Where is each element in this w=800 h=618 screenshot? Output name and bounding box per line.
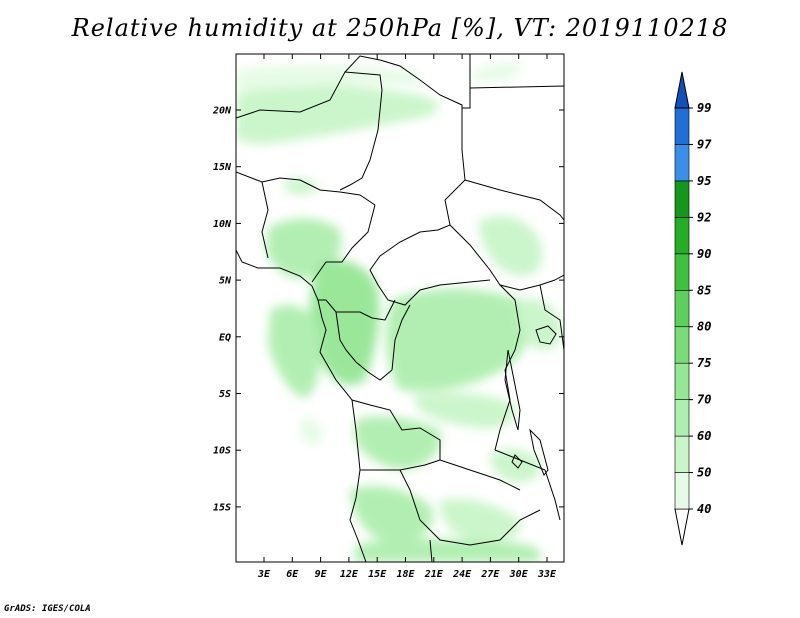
humidity-patch xyxy=(236,84,439,145)
colorbar-segment xyxy=(674,107,690,145)
colorbar-segment xyxy=(674,435,690,473)
border xyxy=(429,539,433,562)
colorbar-label: 95 xyxy=(697,174,711,188)
humidity-patch xyxy=(236,64,420,92)
colorbar-label: 60 xyxy=(697,429,711,443)
colorbar-segment xyxy=(674,144,690,182)
humidity-patch xyxy=(310,259,380,386)
border xyxy=(369,269,491,306)
latitude-axis: 20N 15N 10N 5N EQ 5S 10S 15S xyxy=(212,106,564,513)
lat-tick-label: 10N xyxy=(213,219,232,230)
colorbar-label: 99 xyxy=(697,101,711,115)
border xyxy=(311,204,376,283)
colorbar-segment xyxy=(674,289,690,328)
lat-tick-label: 15S xyxy=(213,502,231,513)
lon-tick-label: 3E xyxy=(257,569,271,580)
border xyxy=(236,171,301,183)
map-title: Relative humidity at 250hPa [%], VT: 201… xyxy=(71,14,729,42)
colorbar-segment xyxy=(674,399,690,437)
colorbar-label: 70 xyxy=(697,393,711,407)
coastline xyxy=(236,249,367,562)
colorbar-label: 85 xyxy=(697,283,711,297)
humidity-patch xyxy=(268,305,320,398)
lon-tick-label: 24E xyxy=(452,569,472,580)
border xyxy=(469,85,564,89)
colorbar-segment xyxy=(674,253,690,291)
border xyxy=(462,54,471,109)
humidity-field xyxy=(236,62,562,562)
border xyxy=(261,181,269,259)
border xyxy=(344,55,466,181)
lon-tick-label: 30E xyxy=(509,569,529,580)
border xyxy=(299,179,376,206)
colorbar-label: 80 xyxy=(697,320,711,334)
colorbar-label: 50 xyxy=(697,466,711,480)
colorbar-label: 97 xyxy=(697,137,712,151)
colorbar: 40 50 60 70 75 80 85 90 92 95 97 99 xyxy=(674,71,712,546)
lat-tick-label: EQ xyxy=(219,332,231,343)
colorbar-segment xyxy=(674,362,690,400)
border xyxy=(391,304,411,371)
colorbar-low-extension xyxy=(674,508,690,546)
lat-tick-label: 15N xyxy=(213,162,232,173)
map-frame xyxy=(235,53,565,563)
lon-tick-label: 18E xyxy=(396,569,415,580)
border xyxy=(351,399,521,491)
colorbar-label: 40 xyxy=(697,502,711,516)
border xyxy=(236,71,383,191)
border xyxy=(318,299,396,321)
lon-tick-label: 6E xyxy=(286,569,299,580)
map-boundaries xyxy=(236,54,564,562)
longitude-axis: 3E 6E 9E 12E 15E 18E 21E 24E 27E 30E 33E xyxy=(257,54,557,580)
lat-tick-label: 5S xyxy=(219,389,231,400)
lake xyxy=(535,325,557,345)
humidity-patch xyxy=(470,62,525,82)
lon-tick-label: 21E xyxy=(424,569,444,580)
lat-tick-label: 20N xyxy=(212,106,232,117)
humidity-patch xyxy=(355,416,441,470)
border xyxy=(360,459,441,471)
humidity-patch xyxy=(285,178,320,195)
humidity-patch xyxy=(518,298,562,350)
lat-tick-label: 5N xyxy=(219,276,232,287)
humidity-patch xyxy=(386,288,529,392)
colorbar-segment xyxy=(674,180,690,218)
colorbar-segment xyxy=(674,217,690,255)
colorbar-label: 75 xyxy=(697,356,711,370)
humidity-patch xyxy=(300,418,323,445)
lon-tick-label: 33E xyxy=(537,569,557,580)
colorbar-high-extension xyxy=(674,71,690,109)
lake xyxy=(511,454,523,469)
colorbar-label: 90 xyxy=(697,247,711,261)
lon-tick-label: 15E xyxy=(368,569,387,580)
lon-tick-label: 12E xyxy=(340,569,359,580)
lat-tick-label: 10S xyxy=(213,446,231,457)
border xyxy=(369,179,466,271)
border xyxy=(335,311,393,381)
lon-tick-label: 27E xyxy=(480,569,500,580)
humidity-patch xyxy=(415,392,516,429)
humidity-patch xyxy=(350,485,434,545)
grads-credit: GrADS: IGES/COLA xyxy=(4,604,91,614)
colorbar-segment xyxy=(674,326,690,364)
border xyxy=(539,284,564,351)
humidity-patch xyxy=(355,538,542,562)
lake xyxy=(529,428,549,476)
border xyxy=(554,274,564,281)
lon-tick-label: 9E xyxy=(315,569,328,580)
border xyxy=(464,179,564,221)
lake xyxy=(504,349,521,431)
border xyxy=(399,469,541,546)
border xyxy=(494,449,561,521)
colorbar-segment xyxy=(674,472,690,510)
humidity-patch xyxy=(478,215,543,276)
colorbar-label: 92 xyxy=(697,210,711,224)
humidity-patch xyxy=(440,498,521,543)
